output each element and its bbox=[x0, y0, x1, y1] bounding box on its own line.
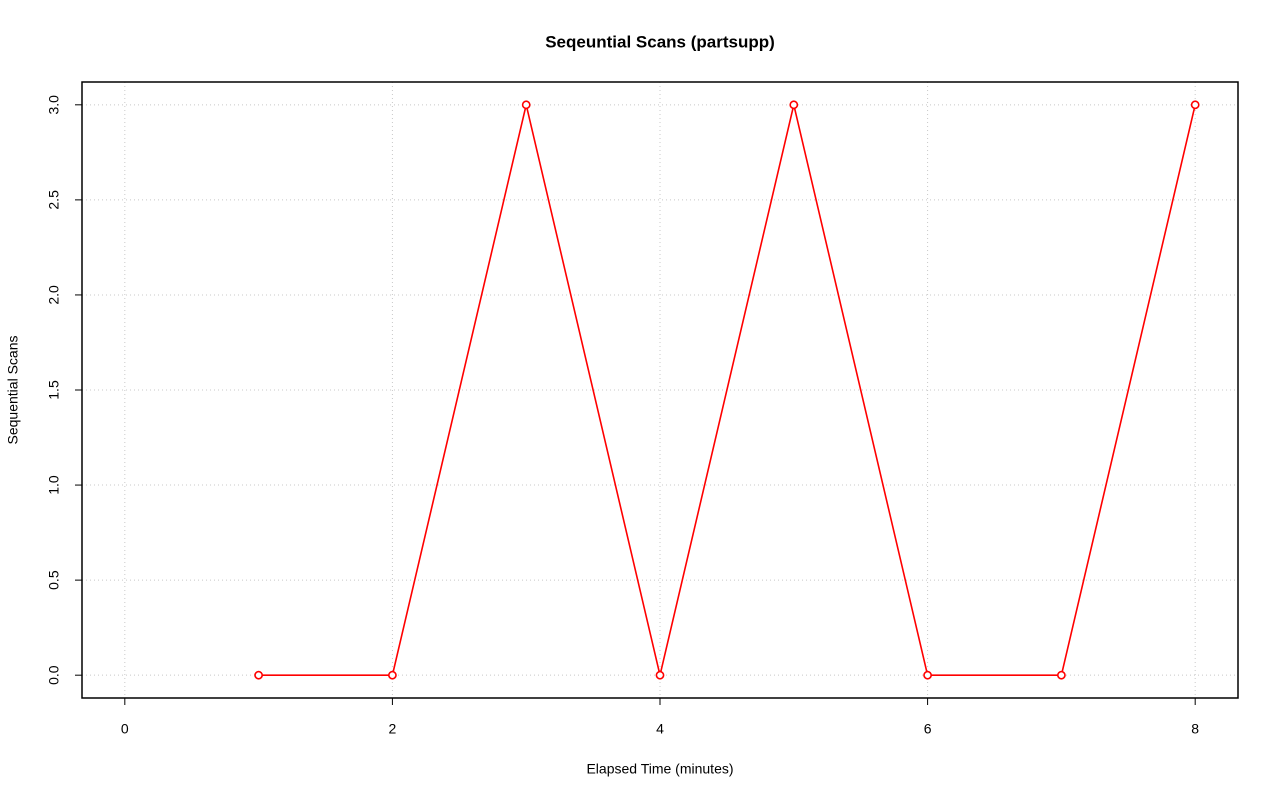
x-tick-label: 6 bbox=[924, 721, 932, 737]
x-tick-label: 0 bbox=[121, 721, 129, 737]
point bbox=[254, 670, 264, 680]
y-tick-label: 0.5 bbox=[46, 570, 62, 590]
point bbox=[1190, 100, 1200, 110]
line bbox=[258, 104, 1196, 676]
point bbox=[1056, 670, 1066, 680]
y-axis-label: Sequential Scans bbox=[5, 336, 21, 445]
point bbox=[789, 100, 799, 110]
y-tick-label: 0.0 bbox=[46, 665, 62, 685]
point bbox=[388, 670, 397, 680]
plot-frame bbox=[81, 81, 1239, 699]
y-tick-label: 2.5 bbox=[46, 190, 62, 210]
x-tick-label: 2 bbox=[389, 721, 397, 737]
y-tick-label: 2.0 bbox=[46, 285, 62, 305]
y-tick-label: 3.0 bbox=[46, 95, 62, 115]
x-tick-label: 4 bbox=[656, 721, 664, 737]
point bbox=[655, 670, 665, 680]
y-tick-label: 1.5 bbox=[46, 380, 62, 400]
x-tick-label: 8 bbox=[1191, 721, 1199, 737]
point bbox=[521, 100, 531, 110]
x-axis-label: Elapsed Time (minutes) bbox=[586, 761, 733, 777]
y-tick-label: 1.0 bbox=[46, 475, 62, 495]
chart-title: Seqeuntial Scans (partsupp) bbox=[545, 32, 775, 51]
point bbox=[923, 670, 932, 680]
